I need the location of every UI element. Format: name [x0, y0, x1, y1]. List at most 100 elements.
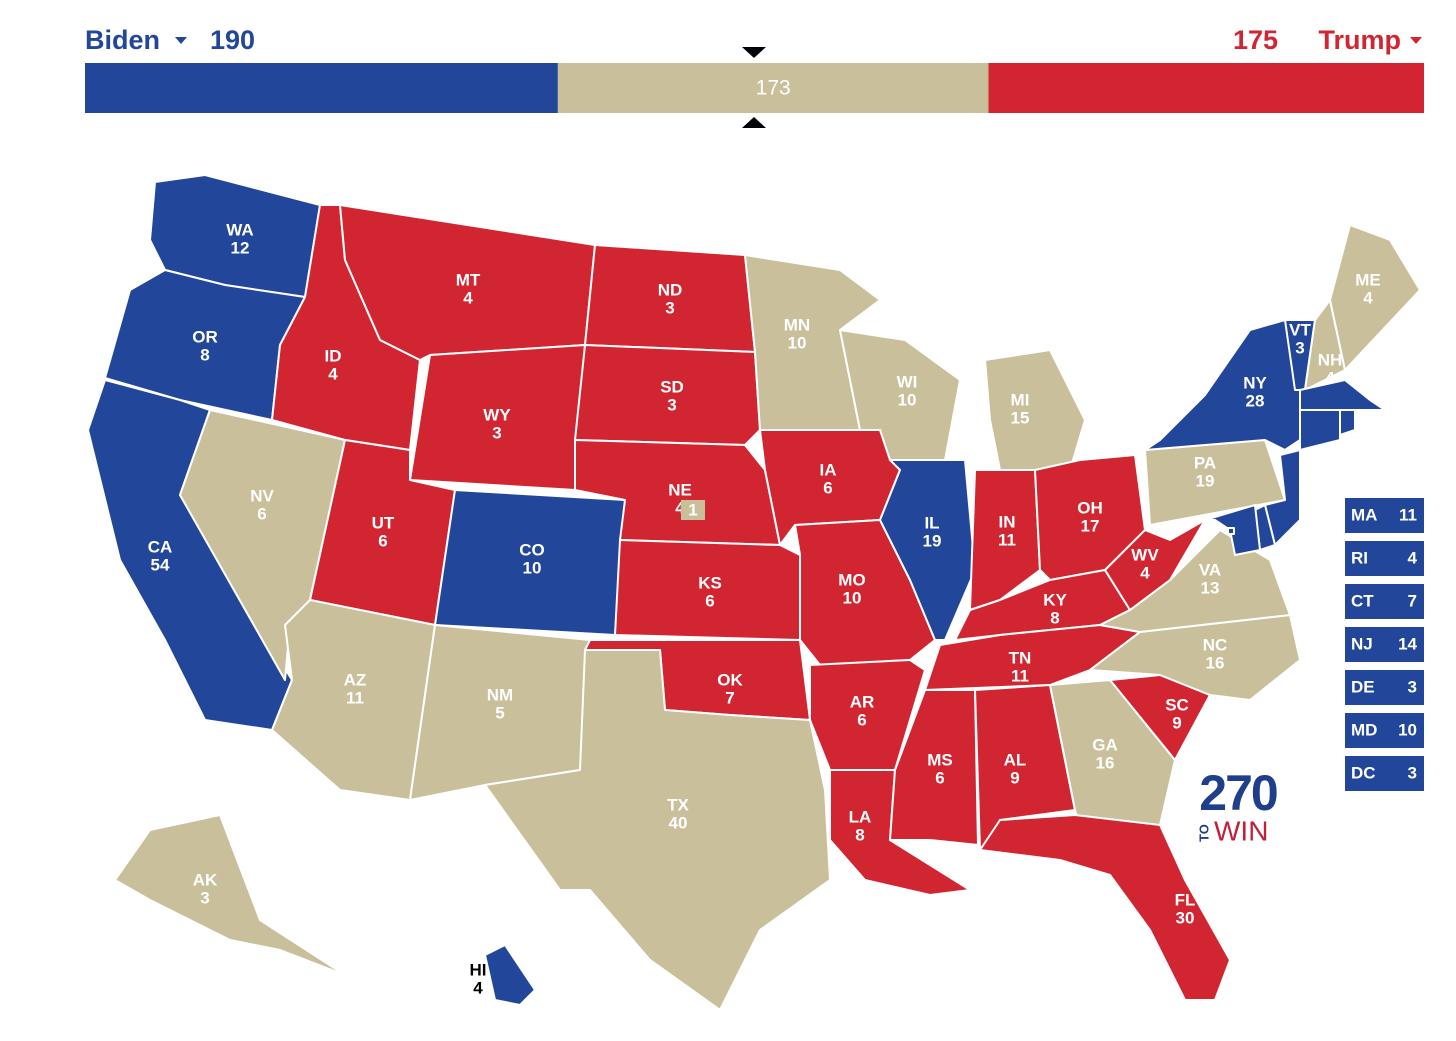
dropdown-arrow[interactable]	[1410, 37, 1422, 44]
state-ev: 11	[998, 530, 1016, 549]
state-abbr: CT	[1351, 591, 1374, 610]
state-shape[interactable]	[1339, 409, 1356, 436]
state-ev: 28	[1246, 391, 1265, 410]
state-ev: 14	[1398, 634, 1417, 653]
state-abbr: WV	[1131, 545, 1159, 564]
state-shape[interactable]	[114, 814, 346, 976]
state-ev: 10	[523, 558, 542, 577]
total-left: 190	[210, 25, 255, 55]
state-ev: 4	[1363, 288, 1373, 307]
state-shape[interactable]	[984, 349, 1086, 471]
state-ev: 16	[1096, 753, 1115, 772]
small-state-box[interactable]	[1345, 670, 1424, 705]
ev-bar: 173	[85, 63, 1424, 113]
state-abbr: OH	[1077, 498, 1103, 517]
state-abbr: RI	[1351, 548, 1368, 567]
state-abbr: HI	[470, 960, 487, 979]
state-abbr: WA	[226, 220, 253, 239]
small-state-box[interactable]	[1345, 541, 1424, 576]
state-ev: 3	[665, 298, 674, 317]
bar-right	[988, 63, 1424, 113]
logo-win: WIN	[1214, 815, 1268, 846]
state-abbr: FL	[1175, 890, 1196, 909]
state-shape[interactable]	[879, 459, 976, 641]
state-shape[interactable]	[979, 814, 1231, 1001]
state-shape[interactable]	[1299, 409, 1341, 451]
state-abbr: LA	[849, 807, 872, 826]
state-abbr: MO	[838, 570, 865, 589]
state-ev: 19	[1196, 471, 1215, 490]
state-abbr: GA	[1092, 735, 1118, 754]
state-shape[interactable]	[969, 469, 1041, 611]
state-abbr: TN	[1009, 648, 1032, 667]
state-abbr: WI	[897, 372, 918, 391]
state-shape[interactable]	[484, 649, 831, 1011]
logo-to: TO	[1196, 824, 1211, 842]
state-ev: 40	[669, 813, 688, 832]
state-abbr: NY	[1243, 373, 1267, 392]
state-shape[interactable]	[574, 344, 761, 446]
state-abbr: AL	[1004, 750, 1027, 769]
bar-tossup	[557, 63, 989, 113]
state-ev: 8	[1050, 608, 1059, 627]
state-ev: 4	[1325, 368, 1335, 387]
state-abbr: SC	[1165, 695, 1189, 714]
state-ev: 10	[843, 588, 862, 607]
state-ev: 4	[328, 364, 338, 383]
state-ev: 4	[1140, 563, 1150, 582]
district-ev: 1	[688, 500, 697, 519]
bar-left	[85, 63, 558, 113]
state-abbr: KY	[1043, 590, 1067, 609]
state-shape[interactable]	[1227, 527, 1235, 535]
state-abbr: TX	[667, 795, 689, 814]
state-ev: 5	[495, 703, 504, 722]
state-ev: 6	[935, 768, 944, 787]
midpoint-marker	[742, 47, 766, 58]
state-abbr: NE	[668, 480, 692, 499]
candidate-left[interactable]: Biden	[85, 25, 160, 55]
state-shape[interactable]	[484, 944, 536, 1006]
state-abbr: MI	[1011, 390, 1030, 409]
state-ev: 6	[857, 710, 866, 729]
small-state-box[interactable]	[1345, 584, 1424, 619]
state-abbr: CO	[519, 540, 545, 559]
state-ev: 11	[1399, 505, 1417, 524]
state-shape[interactable]	[1144, 319, 1301, 451]
state-ev: 3	[1408, 763, 1417, 782]
state-abbr: IN	[999, 512, 1016, 531]
state-ev: 6	[705, 591, 714, 610]
small-state-box[interactable]	[1345, 713, 1424, 748]
dropdown-arrow[interactable]	[175, 37, 187, 44]
state-ev: 16	[1206, 653, 1225, 672]
logo-number: 270	[1199, 765, 1277, 821]
state-shape[interactable]	[1299, 379, 1386, 411]
state-ev: 6	[823, 478, 832, 497]
total-right: 175	[1233, 25, 1278, 55]
state-ev: 10	[788, 333, 807, 352]
state-ev: 10	[898, 390, 917, 409]
state-abbr: ME	[1355, 270, 1381, 289]
state-abbr: ND	[658, 280, 683, 299]
small-state-box[interactable]	[1345, 627, 1424, 662]
state-abbr: PA	[1194, 453, 1216, 472]
state-abbr: KS	[698, 573, 722, 592]
small-state-boxes: MA 11 RI 4 CT 7 NJ 14 DE 3 MD 10 DC 3	[1345, 498, 1424, 791]
state-ev: 7	[725, 688, 734, 707]
state-ev: 10	[1398, 720, 1417, 739]
state-abbr: CA	[148, 537, 173, 556]
state-abbr: MA	[1351, 505, 1377, 524]
small-state-box[interactable]	[1345, 498, 1424, 533]
state-abbr: OK	[717, 670, 743, 689]
district-box	[681, 500, 705, 520]
state-shape[interactable]	[1329, 224, 1421, 371]
small-state-box[interactable]	[1345, 756, 1424, 791]
state-ev: 9	[1010, 768, 1019, 787]
state-abbr: MS	[927, 750, 953, 769]
candidate-right[interactable]: Trump	[1318, 25, 1401, 55]
state-ev: 54	[151, 555, 170, 574]
logo: 270 TO WIN	[1196, 765, 1278, 846]
state-abbr: VT	[1289, 320, 1311, 339]
midpoint-marker	[742, 117, 766, 128]
